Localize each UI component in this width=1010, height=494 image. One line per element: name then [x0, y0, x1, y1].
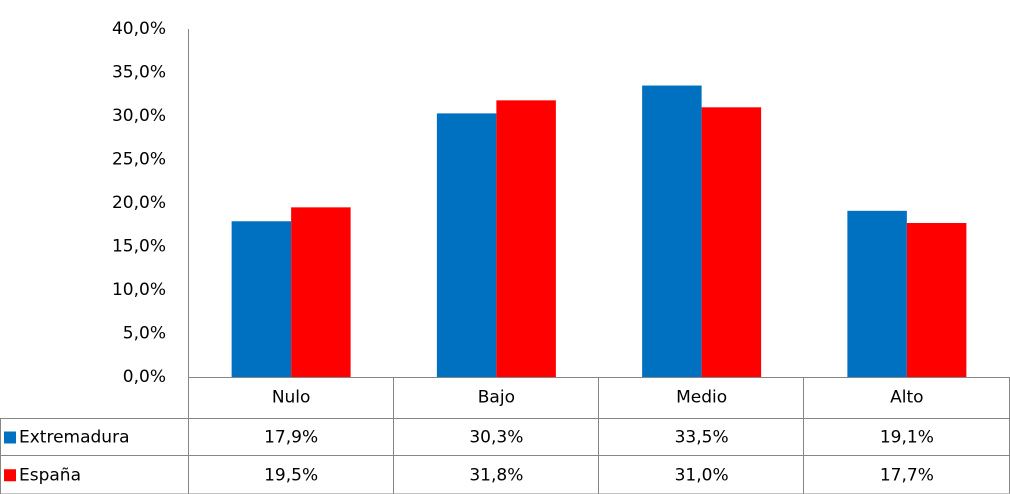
y-tick-label: 5,0% — [123, 324, 166, 344]
table-value: 31,8% — [469, 465, 523, 485]
y-tick-label: 20,0% — [112, 193, 166, 213]
bar — [906, 223, 967, 377]
bar — [496, 100, 556, 377]
bar — [231, 221, 292, 377]
table-value: 30,3% — [469, 428, 523, 448]
bar — [436, 113, 497, 377]
legend-label: Extremadura — [19, 428, 130, 448]
table-value: 19,1% — [880, 428, 934, 448]
y-tick-label: 15,0% — [112, 237, 166, 257]
x-tick-label: Bajo — [478, 388, 515, 408]
x-tick-label: Medio — [676, 388, 727, 408]
x-tick-label: Alto — [890, 388, 923, 408]
bar — [847, 210, 907, 377]
bar — [701, 107, 762, 378]
bar — [291, 207, 351, 377]
bar — [642, 85, 702, 378]
table-value: 17,9% — [264, 428, 318, 448]
table-value: 17,7% — [880, 465, 934, 485]
x-tick-label: Nulo — [272, 388, 311, 408]
y-tick-label: 40,0% — [112, 19, 166, 39]
legend-swatch — [4, 431, 16, 444]
y-tick-label: 10,0% — [112, 280, 166, 300]
legend-swatch — [4, 469, 16, 482]
table-value: 19,5% — [264, 465, 318, 485]
y-tick-label: 25,0% — [112, 150, 166, 170]
table-value: 31,0% — [675, 465, 729, 485]
y-tick-label: 30,0% — [112, 106, 166, 126]
legend-label: España — [19, 465, 81, 485]
y-tick-label: 0,0% — [123, 367, 166, 387]
table-value: 33,5% — [675, 428, 729, 448]
y-tick-label: 35,0% — [112, 63, 166, 83]
